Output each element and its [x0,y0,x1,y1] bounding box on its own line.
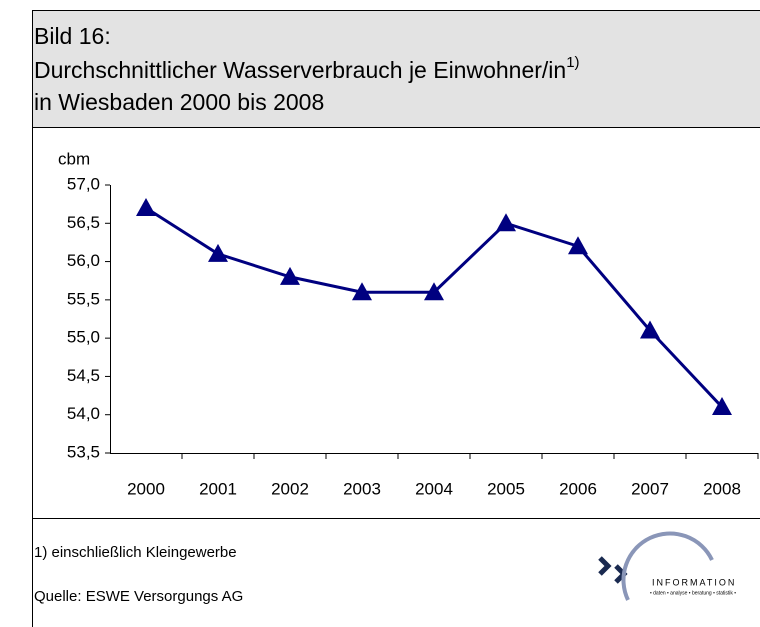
logo-text: INFORMATION [652,577,736,587]
y-tick-label: 53,5 [67,442,100,461]
logo-chevron [598,556,612,576]
x-tick-label: 2006 [559,479,597,498]
x-tick-label: 2007 [631,479,669,498]
logo-arc [621,531,714,601]
point-marker [424,282,444,301]
point-marker [496,213,516,232]
title-line: Bild 16: [34,23,111,49]
point-marker [352,282,372,301]
title-text: Durchschnittlicher Wasserverbrauch je Ei… [34,57,566,83]
title-line: in Wiesbaden 2000 bis 2008 [34,89,324,115]
y-tick-label: 56,5 [67,213,100,232]
logo: INFORMATION • daten • analyse • beratung… [598,531,760,601]
footnote: 1) einschließlich Kleingewerbe [34,544,237,561]
title-line: Durchschnittlicher Wasserverbrauch je Ei… [34,54,580,83]
logo-subtext: • daten • analyse • beratung • statistik… [650,590,736,596]
x-tick-label: 2008 [703,479,741,498]
point-marker [568,236,588,255]
point-marker [712,397,732,416]
point-marker [280,266,300,285]
y-tick-label: 54,0 [67,404,100,423]
point-marker [640,320,660,339]
source: Quelle: ESWE Versorgungs AG [34,588,243,605]
point-marker [208,243,228,262]
x-tick-label: 2005 [487,479,525,498]
title-footnote-mark: 1) [566,54,579,71]
point-marker [136,197,156,216]
header-bg [33,11,760,127]
x-tick-label: 2000 [127,479,165,498]
y-tick-label: 57,0 [67,174,100,193]
logo-band [648,575,760,597]
y-tick-label: 55,0 [67,328,100,347]
x-tick-label: 2004 [415,479,453,498]
y-tick-label: 55,5 [67,289,100,308]
x-tick-label: 2001 [199,479,237,498]
x-tick-label: 2002 [271,479,309,498]
x-tick-label: 2003 [343,479,381,498]
y-tick-label: 54,5 [67,366,100,385]
y-tick-label: 56,0 [67,251,100,270]
y-axis-label: cbm [58,149,90,168]
